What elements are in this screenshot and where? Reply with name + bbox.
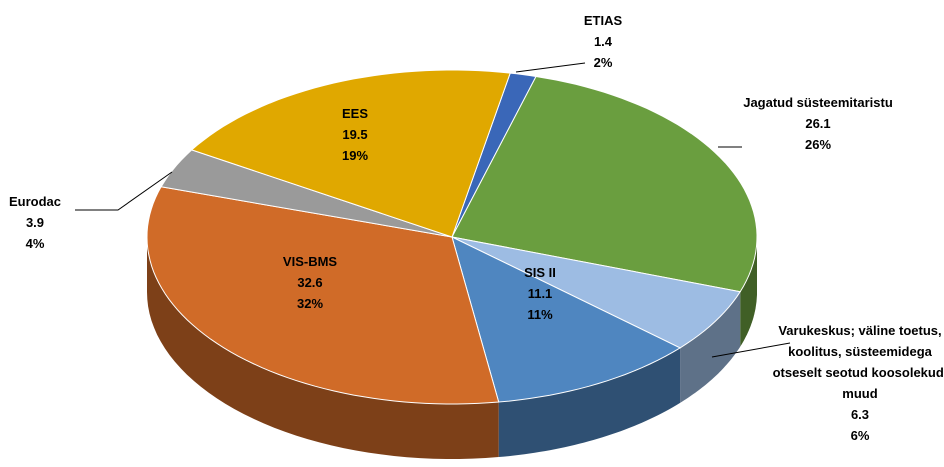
label-percent: 19% — [341, 148, 369, 163]
label-percent: 6% — [850, 428, 870, 443]
label-percent: 26% — [804, 137, 832, 152]
label-name: ETIAS — [583, 13, 623, 28]
slice-side — [680, 291, 741, 403]
slice — [451, 75, 758, 293]
data-label: Varukeskus; väline toetus, koolitus, süs… — [773, 320, 944, 446]
slice — [451, 236, 682, 403]
leader-line — [75, 171, 173, 211]
data-label: ETIAS 1.4 2% — [563, 10, 643, 73]
slice — [146, 186, 500, 405]
label-name: SIS II — [524, 265, 556, 280]
data-label: Eurodac 3.9 4% — [0, 191, 70, 254]
data-label: VIS-BMS 32.6 32% — [260, 251, 360, 314]
label-name: VIS-BMS — [282, 254, 338, 269]
leader-line — [711, 342, 791, 358]
slice-side — [498, 347, 681, 457]
data-label: EES 19.5 19% — [315, 103, 395, 166]
slice — [451, 236, 742, 349]
slice — [190, 69, 511, 238]
label-name: EES — [341, 106, 368, 121]
data-label: Jagatud süsteemitaristu 26.1 26% — [743, 92, 893, 155]
label-name: Varukeskus; väline toetus, koolitus, süs… — [772, 323, 944, 401]
label-percent: 2% — [593, 55, 613, 70]
slice — [160, 149, 453, 238]
label-percent: 32% — [296, 296, 324, 311]
label-percent: 11% — [527, 307, 553, 322]
label-percent: 4% — [25, 236, 45, 251]
label-value: 32.6 — [297, 275, 323, 290]
label-value: 1.4 — [593, 34, 613, 49]
label-value: 3.9 — [25, 215, 45, 230]
label-value: 19.5 — [342, 127, 368, 142]
slice-side — [147, 237, 499, 459]
data-label: SIS II 11.1 11% — [500, 262, 580, 325]
label-value: 6.3 — [850, 407, 870, 422]
leader-line — [515, 62, 586, 73]
label-name: Eurodac — [8, 194, 61, 209]
label-value: 26.1 — [805, 116, 831, 131]
label-value: 11.1 — [527, 286, 553, 301]
label-name: Jagatud süsteemitaristu — [743, 95, 893, 110]
slice-side — [740, 237, 757, 347]
